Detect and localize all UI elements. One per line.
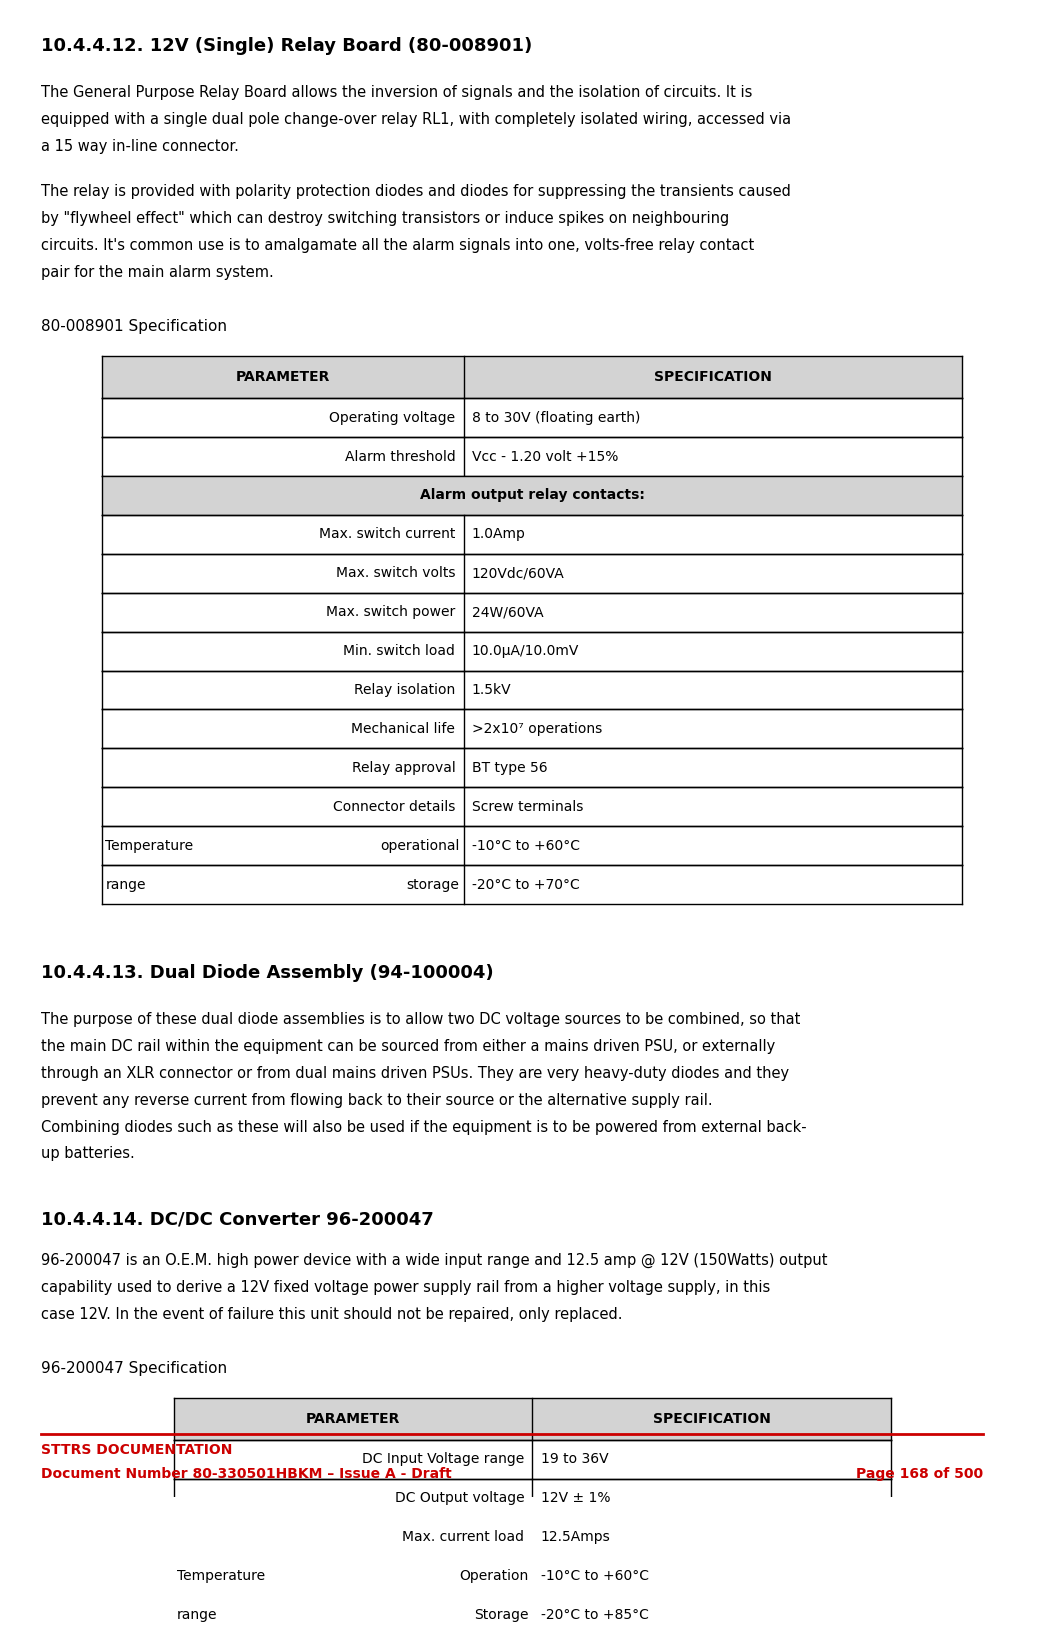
Text: storage: storage (407, 877, 460, 892)
Text: DC Output voltage: DC Output voltage (394, 1492, 524, 1505)
Text: a 15 way in-line connector.: a 15 way in-line connector. (40, 139, 239, 154)
Text: Relay isolation: Relay isolation (354, 682, 456, 697)
Text: The General Purpose Relay Board allows the inversion of signals and the isolatio: The General Purpose Relay Board allows t… (40, 85, 753, 100)
Text: capability used to derive a 12V fixed voltage power supply rail from a higher vo: capability used to derive a 12V fixed vo… (40, 1279, 770, 1294)
Text: equipped with a single dual pole change-over relay RL1, with completely isolated: equipped with a single dual pole change-… (40, 113, 791, 128)
Text: up batteries.: up batteries. (40, 1147, 135, 1162)
Text: Temperature: Temperature (106, 839, 193, 852)
Text: 24W/60VA: 24W/60VA (471, 605, 543, 618)
Text: Max. switch current: Max. switch current (319, 527, 456, 542)
Text: BT type 56: BT type 56 (471, 761, 547, 775)
Text: -10°C to +60°C: -10°C to +60°C (541, 1569, 649, 1584)
Text: 8 to 30V (floating earth): 8 to 30V (floating earth) (471, 411, 640, 425)
Text: 10.4.4.13. Dual Diode Assembly (94-100004): 10.4.4.13. Dual Diode Assembly (94-10000… (40, 964, 494, 982)
Text: Relay approval: Relay approval (352, 761, 456, 775)
Text: The relay is provided with polarity protection diodes and diodes for suppressing: The relay is provided with polarity prot… (40, 185, 791, 200)
Text: PARAMETER: PARAMETER (306, 1412, 401, 1427)
Text: Alarm threshold: Alarm threshold (345, 450, 456, 463)
Text: Document Number 80-330501HBKM – Issue A - Draft: Document Number 80-330501HBKM – Issue A … (40, 1467, 452, 1481)
Text: range: range (106, 877, 146, 892)
Text: prevent any reverse current from flowing back to their source or the alternative: prevent any reverse current from flowing… (40, 1093, 712, 1108)
FancyBboxPatch shape (103, 476, 962, 515)
Text: pair for the main alarm system.: pair for the main alarm system. (40, 265, 274, 280)
Text: Min. switch load: Min. switch load (344, 645, 456, 658)
Text: The purpose of these dual diode assemblies is to allow two DC voltage sources to: The purpose of these dual diode assembli… (40, 1011, 800, 1027)
Text: 80-008901 Specification: 80-008901 Specification (40, 319, 227, 334)
Text: case 12V. In the event of failure this unit should not be repaired, only replace: case 12V. In the event of failure this u… (40, 1307, 623, 1322)
Text: Max. switch power: Max. switch power (326, 605, 456, 618)
Text: Combining diodes such as these will also be used if the equipment is to be power: Combining diodes such as these will also… (40, 1119, 807, 1134)
Text: Storage: Storage (473, 1608, 528, 1621)
Text: Connector details: Connector details (333, 800, 456, 813)
Text: 1.0Amp: 1.0Amp (471, 527, 525, 542)
Text: Vcc - 1.20 volt +15%: Vcc - 1.20 volt +15% (471, 450, 619, 463)
Text: Alarm output relay contacts:: Alarm output relay contacts: (420, 489, 645, 502)
Text: SPECIFICATION: SPECIFICATION (654, 370, 772, 384)
Text: -20°C to +70°C: -20°C to +70°C (471, 877, 579, 892)
Text: 120Vdc/60VA: 120Vdc/60VA (471, 566, 565, 581)
Text: through an XLR connector or from dual mains driven PSUs. They are very heavy-dut: through an XLR connector or from dual ma… (40, 1065, 789, 1081)
FancyBboxPatch shape (103, 357, 962, 398)
Text: PARAMETER: PARAMETER (236, 370, 330, 384)
Text: -20°C to +85°C: -20°C to +85°C (541, 1608, 649, 1621)
Text: by "flywheel effect" which can destroy switching transistors or induce spikes on: by "flywheel effect" which can destroy s… (40, 211, 730, 226)
Text: 96-200047 Specification: 96-200047 Specification (40, 1361, 227, 1376)
Text: 19 to 36V: 19 to 36V (541, 1453, 608, 1466)
Text: >2x10⁷ operations: >2x10⁷ operations (471, 721, 602, 736)
Text: DC Input Voltage range: DC Input Voltage range (362, 1453, 524, 1466)
Text: 10.4.4.14. DC/DC Converter 96-200047: 10.4.4.14. DC/DC Converter 96-200047 (40, 1211, 434, 1229)
Text: the main DC rail within the equipment can be sourced from either a mains driven : the main DC rail within the equipment ca… (40, 1039, 775, 1054)
Text: Screw terminals: Screw terminals (471, 800, 583, 813)
FancyBboxPatch shape (174, 1397, 891, 1440)
Text: Max. switch volts: Max. switch volts (336, 566, 456, 581)
Text: Max. current load: Max. current load (402, 1530, 524, 1544)
Text: STTRS DOCUMENTATION: STTRS DOCUMENTATION (40, 1443, 233, 1456)
Text: operational: operational (380, 839, 460, 852)
Text: -10°C to +60°C: -10°C to +60°C (471, 839, 580, 852)
Text: SPECIFICATION: SPECIFICATION (653, 1412, 770, 1427)
Text: 10.0μA/10.0mV: 10.0μA/10.0mV (471, 645, 579, 658)
Text: Mechanical life: Mechanical life (352, 721, 456, 736)
Text: 1.5kV: 1.5kV (471, 682, 512, 697)
Text: Page 168 of 500: Page 168 of 500 (855, 1467, 983, 1481)
Text: range: range (177, 1608, 218, 1621)
Text: 12.5Amps: 12.5Amps (541, 1530, 610, 1544)
Text: Operation: Operation (459, 1569, 528, 1584)
Text: 96-200047 is an O.E.M. high power device with a wide input range and 12.5 amp @ : 96-200047 is an O.E.M. high power device… (40, 1253, 827, 1268)
Text: 10.4.4.12. 12V (Single) Relay Board (80-008901): 10.4.4.12. 12V (Single) Relay Board (80-… (40, 38, 532, 56)
Text: Temperature: Temperature (177, 1569, 266, 1584)
Text: 12V ± 1%: 12V ± 1% (541, 1492, 610, 1505)
Text: Operating voltage: Operating voltage (329, 411, 456, 425)
Text: circuits. It's common use is to amalgamate all the alarm signals into one, volts: circuits. It's common use is to amalgama… (40, 237, 755, 254)
